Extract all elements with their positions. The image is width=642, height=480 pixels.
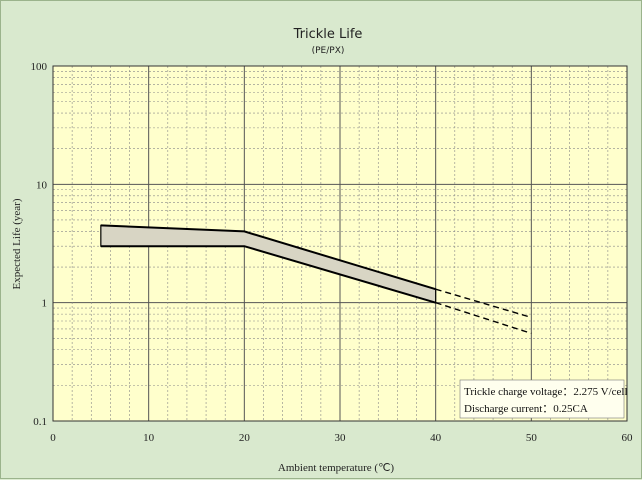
- y-axis-label: Expected Life (year): [11, 198, 23, 289]
- x-tick-label: 40: [430, 432, 442, 444]
- upper-life-line: [100, 224, 436, 291]
- y-tick-label: 100: [31, 61, 48, 73]
- x-tick-label: 30: [335, 432, 347, 444]
- chart-subtitle: (PE/PX): [312, 46, 345, 56]
- x-tick-label: 60: [622, 432, 634, 444]
- x-tick-label: 20: [239, 432, 251, 444]
- note-discharge: Discharge current：0.25CA: [464, 403, 588, 415]
- chart-title: Trickle Life: [293, 27, 363, 42]
- x-tick-label: 0: [50, 432, 56, 444]
- x-tick-label: 50: [526, 432, 538, 444]
- x-tick-label: 10: [143, 432, 155, 444]
- data-layer: [100, 224, 532, 335]
- x-axis-label: Ambient temperature (℃): [278, 462, 395, 474]
- y-tick-label: 0.1: [33, 416, 47, 428]
- y-tick-label: 10: [36, 179, 48, 191]
- plot-border: [52, 65, 628, 422]
- upper-extrapolated-line: [435, 288, 532, 319]
- tick-labels: 0 10 20 30 40 50 60 0.1 1 10 100: [31, 61, 634, 444]
- y-tick-label: 1: [42, 298, 48, 310]
- lower-life-line: [100, 245, 436, 304]
- legend-box: [459, 379, 625, 419]
- note-voltage: Trickle charge voltage：2.275 V/cell: [464, 386, 628, 398]
- lower-extrapolated-line: [435, 302, 532, 335]
